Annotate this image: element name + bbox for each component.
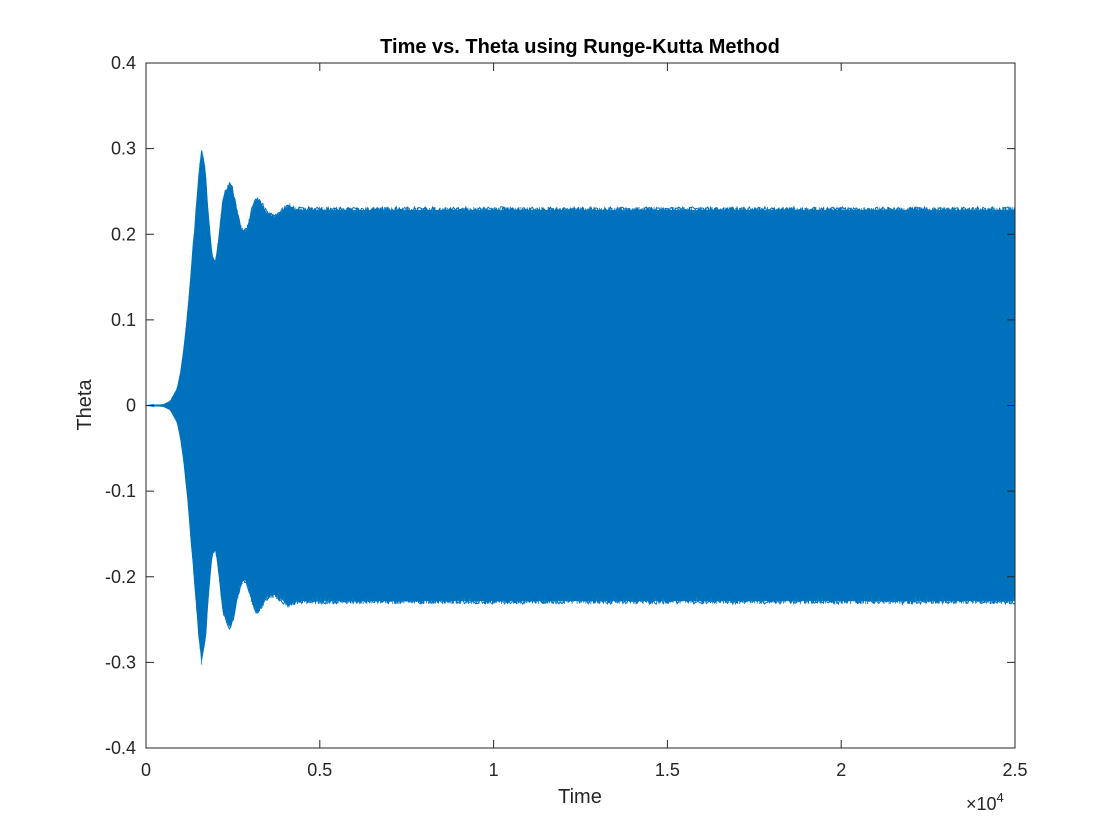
y-tick-label: -0.2 xyxy=(105,567,136,587)
x-axis-ticks: 0 0.5 1 1.5 2 2.5 xyxy=(141,63,1028,780)
chart-title: Time vs. Theta using Runge-Kutta Method xyxy=(380,36,780,58)
series-layer xyxy=(145,150,1016,665)
y-tick-label: -0.4 xyxy=(105,738,136,758)
series-theta-envelope-edge xyxy=(145,150,1016,659)
y-tick-label: 0 xyxy=(126,396,136,416)
x-axis-title: Time xyxy=(558,786,602,808)
series-theta-envelope-fill xyxy=(146,152,1015,663)
x-axis-exponent-power: 4 xyxy=(997,790,1004,805)
x-tick-label: 2.5 xyxy=(1002,760,1027,780)
y-tick-label: 0.4 xyxy=(111,53,136,73)
x-axis-exponent-base: ×10 xyxy=(966,794,997,814)
y-tick-label: -0.3 xyxy=(105,652,136,672)
x-tick-label: 1.5 xyxy=(655,760,680,780)
x-tick-label: 2 xyxy=(836,760,846,780)
y-tick-label: -0.1 xyxy=(105,481,136,501)
y-tick-label: 0.1 xyxy=(111,310,136,330)
y-axis-title: Theta xyxy=(74,379,96,431)
x-axis-exponent: ×104 xyxy=(966,790,1004,814)
y-axis-ticks: 0.4 0.3 0.2 0.1 0 -0.1 -0.2 -0.3 -0.4 xyxy=(105,53,1015,758)
x-tick-label: 0 xyxy=(141,760,151,780)
x-tick-label: 0.5 xyxy=(307,760,332,780)
y-tick-label: 0.2 xyxy=(111,224,136,244)
x-tick-label: 1 xyxy=(489,760,499,780)
y-tick-label: 0.3 xyxy=(111,139,136,159)
